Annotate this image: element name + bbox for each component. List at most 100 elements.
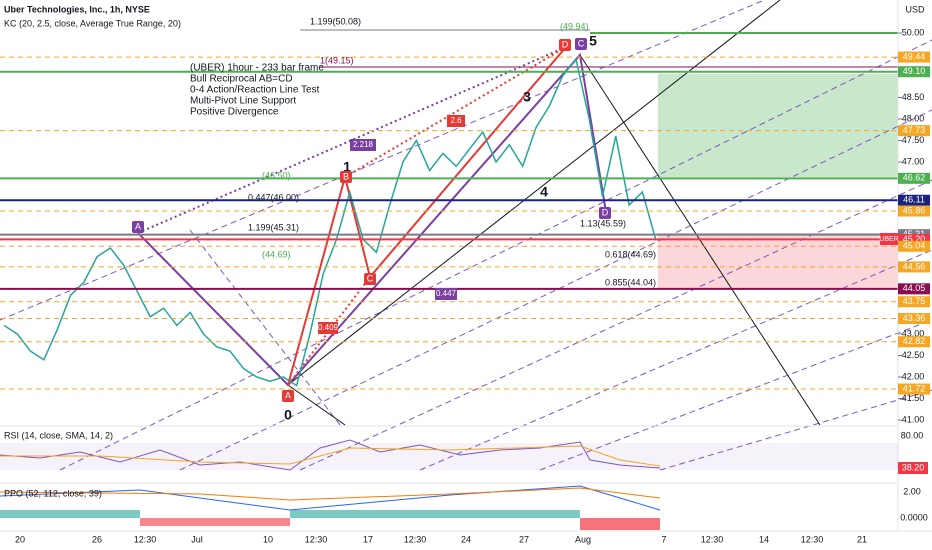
price-tick: 41.00 [902,414,925,424]
point: A [285,390,291,400]
rsi-ma [0,445,661,467]
level-label: 46.11 [903,195,925,205]
indicator: KC (20, 2.5, close, Average True Range, … [4,18,181,28]
time-label: 17 [363,534,373,544]
wave: 1 [343,159,351,175]
fib-label: 1.199(50.08) [310,16,361,26]
note: Multi-Pivot Line Support [190,96,296,107]
level-label: 44.05 [903,283,926,293]
ratio: 0.447 [436,289,457,298]
level-label: 45.20 [903,234,926,244]
price-tick: 48.50 [902,92,925,102]
price-tick: 48.00 [902,113,925,123]
rsi-tick: 38.20 [902,462,925,472]
level-label: 44.56 [903,261,926,271]
rsi-band [0,443,898,470]
price-tick: 42.50 [902,350,925,360]
fib-label: 0.447(46.00) [248,192,299,202]
price-tick: 47.50 [902,135,925,145]
ticker-tag [880,233,898,245]
point: D [562,39,569,49]
time-label: Jul [191,534,203,544]
time-label: 12:30 [305,534,328,544]
note: Positive Divergence [190,107,279,118]
level-tag [898,261,930,273]
levels [0,56,898,390]
rsi-title: RSI (14, close, SMA, 14, 2) [4,430,113,440]
price-series [3,57,657,387]
ppo-signal [0,487,661,501]
rsi-tag [898,462,928,474]
wave: 0 [284,407,292,423]
level-tag [898,205,930,217]
point: B [343,171,349,181]
time-label: 21 [857,534,867,544]
fib-label: 0.855(44.04) [605,277,656,287]
level-tag [898,313,930,325]
pattern [137,46,607,387]
level-tag [898,66,930,78]
point: C [367,273,374,283]
time-label: 12:30 [701,534,724,544]
time-label: 12:30 [404,534,427,544]
price-tick: 42.00 [902,371,925,381]
symbol: Uber Technologies, Inc., 1h, NYSE [4,4,150,14]
note: 0-4 Action/Reaction Line Test [190,85,320,96]
time-label: 20 [15,534,25,544]
ppo-histogram [0,510,660,530]
level-label: 41.72 [903,383,926,393]
fib-label: 1.199(45.31) [248,222,299,232]
time-label: 24 [461,534,471,544]
price-axis: 50.00 48.50 48.00 47.50 47.00 43.00 42.50 42.00… [897,0,930,530]
level-label: 45.86 [903,205,926,215]
point: A [135,221,141,231]
level-tag [898,172,930,184]
level-tag [898,336,930,348]
time-label: 14 [759,534,769,544]
ppo-tick: 2.00 [903,486,921,496]
level-tag [898,283,930,295]
level-tag [898,51,930,63]
price-tick: 47.00 [902,156,925,166]
price-tick: 50.00 [902,27,925,37]
time-label: 7 [661,534,666,544]
ppo-title: PPO (52, 112, close, 39) [4,488,102,498]
fib-label: (46.50) [262,170,291,180]
time-label: 12:30 [134,534,157,544]
stop-zone [658,233,898,289]
level-label: 49.10 [903,66,926,76]
pitchfork-lines [0,0,932,471]
wave: 5 [589,33,597,49]
price-tick: 41.50 [902,393,925,403]
note: (UBER) 1hour - 233 bar frame [190,63,324,74]
level-label: 49.44 [903,51,926,61]
time-label: 12:30 [801,534,824,544]
level-label: 43.36 [903,313,926,323]
price-line [3,57,657,387]
wave: 3 [523,89,531,105]
price-tick: 43.00 [902,328,925,338]
time-label: Aug [575,534,591,544]
level-tag [898,125,930,137]
note: Bull Reciprocal AB=CD [190,74,293,85]
fib-label: 0.618(44.69) [605,249,656,259]
level-tag [898,296,930,308]
level-tag [898,194,930,206]
time-label: 27 [519,534,529,544]
time-label: 26 [92,534,102,544]
wave: 4 [540,184,548,200]
level-label: 45.04 [903,241,926,251]
level-label: 42.82 [903,336,926,346]
level-label: 43.75 [903,296,926,306]
target-zone [658,74,898,177]
ratio: 0.409 [318,323,339,332]
level-tag [898,233,930,245]
level-tag [898,383,930,395]
point: C [578,38,585,48]
ppo-tick: 0.0000 [900,512,928,522]
time-axis: 20 26 12:30 Jul 10 12:30 17 12:30 24 27 Aug 7 12:30 1… [15,534,867,544]
fib-label: 1.13(45.59) [580,218,626,228]
time-label: 10 [263,534,273,544]
currency: USD [905,4,925,14]
